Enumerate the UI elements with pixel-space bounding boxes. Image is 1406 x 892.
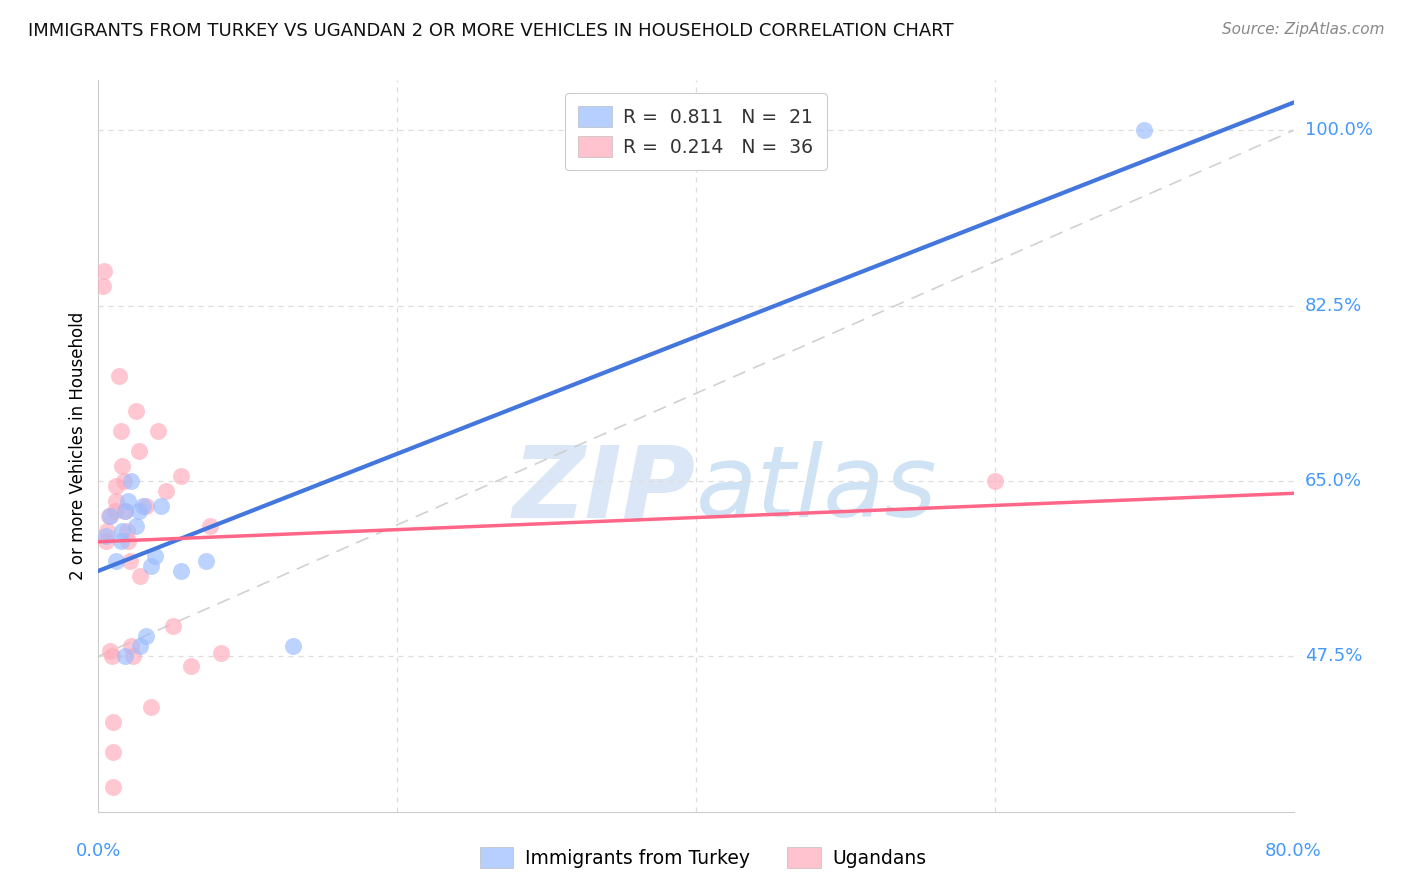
Point xyxy=(91,278,114,293)
Point xyxy=(115,524,138,538)
Point xyxy=(110,534,132,549)
Text: Source: ZipAtlas.com: Source: ZipAtlas.com xyxy=(1222,22,1385,37)
Point xyxy=(1133,123,1156,137)
Point xyxy=(118,554,141,568)
Point xyxy=(150,499,173,513)
Point xyxy=(121,649,143,664)
Point xyxy=(114,504,136,518)
Point xyxy=(117,534,139,549)
Point xyxy=(128,504,150,518)
Legend: R =  0.811   N =  21, R =  0.214   N =  36: R = 0.811 N = 21, R = 0.214 N = 36 xyxy=(565,94,827,170)
Point xyxy=(169,564,191,578)
Point xyxy=(117,494,139,508)
Point xyxy=(120,474,142,488)
Point xyxy=(111,458,134,473)
Point xyxy=(148,424,170,438)
Point xyxy=(135,499,157,513)
Text: 82.5%: 82.5% xyxy=(1305,297,1362,315)
Point xyxy=(180,659,202,673)
Point xyxy=(139,559,162,574)
Point xyxy=(169,469,191,483)
Point xyxy=(108,368,131,383)
Point xyxy=(105,494,128,508)
Point xyxy=(114,649,136,664)
Text: 47.5%: 47.5% xyxy=(1305,648,1362,665)
Point xyxy=(98,509,122,524)
Point xyxy=(104,504,127,518)
Point xyxy=(162,619,184,633)
Point xyxy=(112,474,135,488)
Text: 100.0%: 100.0% xyxy=(1305,121,1372,139)
Text: ZIP: ZIP xyxy=(513,442,696,539)
Point xyxy=(155,484,177,499)
Point xyxy=(98,644,122,658)
Text: 80.0%: 80.0% xyxy=(1265,842,1322,860)
Point xyxy=(97,509,120,524)
Point xyxy=(281,640,304,654)
Point xyxy=(101,649,124,664)
Point xyxy=(135,629,157,643)
Text: atlas: atlas xyxy=(696,442,938,539)
Point xyxy=(129,569,152,583)
Point xyxy=(105,479,128,493)
Point xyxy=(139,699,162,714)
Point xyxy=(120,640,142,654)
Point xyxy=(96,524,118,538)
Point xyxy=(129,640,152,654)
Point xyxy=(94,534,117,549)
Text: 0.0%: 0.0% xyxy=(76,842,121,860)
Point xyxy=(103,780,125,794)
Point xyxy=(103,714,125,729)
Legend: Immigrants from Turkey, Ugandans: Immigrants from Turkey, Ugandans xyxy=(472,840,934,875)
Point xyxy=(114,504,136,518)
Point xyxy=(94,529,117,543)
Point xyxy=(128,444,150,458)
Point xyxy=(125,404,148,418)
Point xyxy=(200,519,222,533)
Point xyxy=(105,554,128,568)
Point xyxy=(143,549,166,564)
Point xyxy=(111,524,134,538)
Point xyxy=(110,424,132,438)
Point xyxy=(125,519,148,533)
Point xyxy=(209,647,232,661)
Y-axis label: 2 or more Vehicles in Household: 2 or more Vehicles in Household xyxy=(69,312,87,580)
Point xyxy=(103,745,125,759)
Point xyxy=(195,554,218,568)
Point xyxy=(132,499,155,513)
Text: 65.0%: 65.0% xyxy=(1305,472,1361,490)
Text: IMMIGRANTS FROM TURKEY VS UGANDAN 2 OR MORE VEHICLES IN HOUSEHOLD CORRELATION CH: IMMIGRANTS FROM TURKEY VS UGANDAN 2 OR M… xyxy=(28,22,953,40)
Point xyxy=(984,474,1007,488)
Point xyxy=(93,263,115,277)
